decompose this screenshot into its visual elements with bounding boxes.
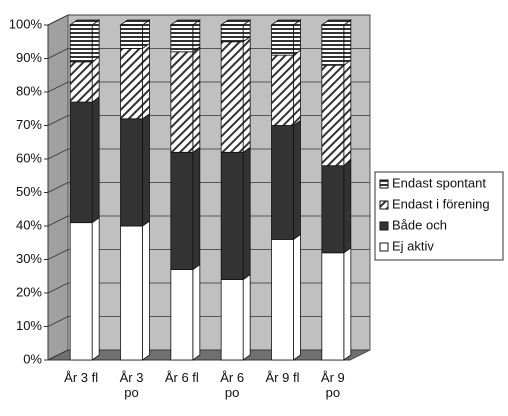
bar-side	[192, 46, 201, 154]
bar-top	[219, 19, 252, 26]
legend-label: Både och	[392, 217, 447, 232]
legend-box	[374, 171, 504, 261]
bar-side	[293, 49, 301, 127]
bar-segment	[170, 51, 194, 153]
bar-segment	[120, 225, 143, 361]
bar-side	[192, 263, 201, 361]
grid-line	[47, 14, 370, 26]
y-tick-label: 60%	[16, 150, 42, 165]
bar-segment	[120, 24, 143, 49]
bar-side	[343, 19, 352, 66]
grid-line	[47, 316, 370, 327]
grid-line	[47, 81, 370, 93]
bar-side	[192, 146, 201, 271]
y-tick-label: 80%	[16, 83, 42, 98]
bar-segment	[220, 279, 244, 361]
bar-side	[142, 113, 150, 227]
bar-segment	[321, 252, 345, 361]
bar-top	[270, 19, 302, 26]
bar-segment	[321, 24, 345, 66]
grid-line	[47, 115, 370, 126]
bar-segment	[220, 151, 244, 281]
bar-side	[293, 233, 301, 361]
x-tick-label: År 6 po	[220, 370, 245, 400]
grid-line	[47, 182, 370, 193]
bar-side	[343, 59, 352, 167]
y-tick-label: 40%	[16, 217, 42, 232]
bar-segment	[220, 41, 244, 153]
legend-label: Endast spontant	[392, 175, 486, 190]
legend-swatch	[379, 221, 389, 231]
y-tick-label: 90%	[16, 50, 42, 65]
bar-top	[68, 19, 101, 26]
legend-swatch	[379, 179, 389, 189]
bar-side	[293, 19, 301, 56]
bar-top	[320, 19, 353, 26]
bar-segment	[69, 101, 93, 224]
y-tick-label: 70%	[16, 117, 42, 132]
legend-swatch	[379, 200, 389, 210]
bar-segment	[120, 118, 143, 227]
bar-segment	[170, 24, 194, 53]
y-tick-label: 20%	[16, 284, 42, 299]
bar-top	[119, 19, 151, 26]
bar-segment	[69, 222, 93, 361]
x-tick-label: År 3 po	[119, 370, 144, 400]
grid-line	[47, 48, 370, 59]
bar-side	[91, 96, 100, 224]
bar-side	[242, 146, 251, 281]
legend-label: Ej aktiv	[392, 238, 434, 253]
bar-side	[91, 216, 100, 361]
bar-side	[142, 220, 150, 361]
y-tick-label: 50%	[16, 184, 42, 199]
grid-line	[47, 282, 370, 294]
x-tick-label: År 6 fl	[164, 370, 199, 385]
bar-top	[169, 19, 202, 26]
grid-line	[47, 215, 370, 227]
bar-segment	[69, 24, 93, 63]
y-tick-label: 30%	[16, 251, 42, 266]
bar-side	[343, 159, 352, 254]
bar-side	[192, 19, 201, 53]
bar-side	[91, 19, 100, 63]
bar-segment	[321, 64, 345, 167]
bar-segment	[120, 48, 143, 120]
x-tick-label: År 9 po	[320, 370, 345, 400]
bar-segment	[69, 61, 93, 103]
grid-line	[47, 349, 370, 361]
bar-segment	[220, 24, 244, 43]
bar-side	[91, 56, 100, 103]
bar-segment	[170, 269, 194, 361]
bar-side	[142, 42, 150, 120]
legend-label: Endast i förening	[392, 196, 490, 211]
bar-side	[343, 247, 352, 361]
bar-segment	[271, 238, 294, 361]
grid-line	[47, 249, 370, 260]
bar-segment	[271, 24, 294, 56]
bar-side	[242, 35, 251, 154]
bar-segment	[321, 165, 345, 254]
y-tick-label: 10%	[16, 318, 42, 333]
x-tick-label: År 3 fl	[64, 370, 99, 385]
bar-segment	[170, 151, 194, 270]
bar-segment	[271, 54, 294, 126]
legend-swatch	[379, 242, 389, 252]
y-tick-label: 0%	[23, 351, 42, 366]
bar-side	[293, 119, 301, 241]
y-tick-label: 100%	[9, 16, 43, 31]
bar-side	[242, 273, 251, 361]
bar-segment	[271, 125, 294, 240]
x-tick-label: År 9 fl	[265, 370, 300, 385]
grid-line	[47, 148, 370, 160]
